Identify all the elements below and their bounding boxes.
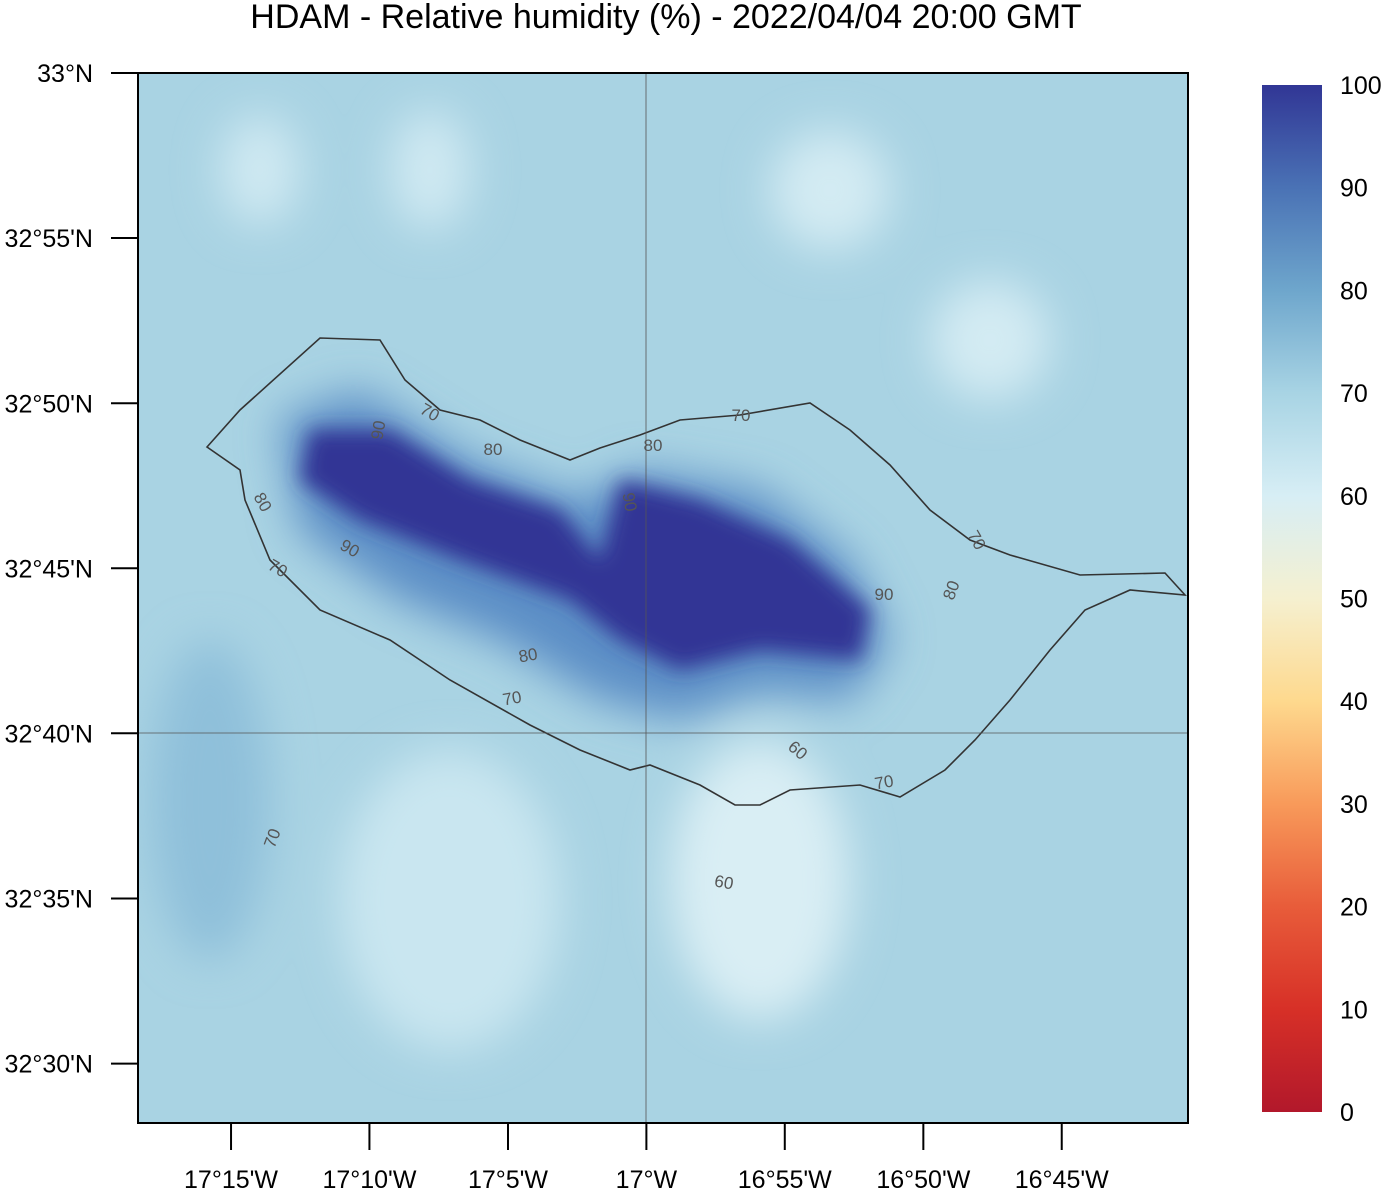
contour-label: 80 [517, 644, 539, 666]
x-tick-label: 17°5'W [468, 1166, 548, 1189]
humidity-core [300, 430, 870, 670]
y-tick-label: 32°45'N [5, 555, 93, 583]
contour-label: 90 [875, 585, 894, 604]
colorbar-tick-label: 80 [1340, 277, 1368, 305]
x-tick-label: 17°W [616, 1166, 678, 1189]
contour-label: 90 [367, 419, 389, 441]
colorbar [1262, 85, 1322, 1112]
contour-label: 90 [619, 491, 641, 513]
colorbar-tick-label: 40 [1340, 688, 1368, 716]
y-tick-label: 32°30'N [5, 1051, 93, 1079]
y-tick-label: 32°35'N [5, 886, 93, 914]
x-tick-label: 17°15'W [184, 1166, 278, 1189]
contour-label: 60 [713, 871, 735, 893]
colorbar-tick-label: 20 [1340, 894, 1368, 922]
y-tick-label: 32°40'N [5, 720, 93, 748]
colorbar-tick-label: 90 [1340, 175, 1368, 203]
y-tick-label: 32°55'N [5, 225, 93, 253]
colorbar-tick-label: 70 [1340, 380, 1368, 408]
contour-label: 70 [501, 687, 523, 709]
y-tick-label: 32°50'N [5, 390, 93, 418]
colorbar-tick-label: 100 [1340, 72, 1382, 100]
contour-label: 70 [873, 771, 895, 793]
map-field [138, 73, 1188, 1123]
y-tick-label: 33°N [37, 60, 93, 88]
x-tick-label: 17°10'W [322, 1166, 416, 1189]
colorbar-tick-label: 10 [1340, 996, 1368, 1024]
colorbar-tick-label: 60 [1340, 483, 1368, 511]
contour-label: 80 [644, 436, 663, 455]
x-tick-label: 16°50'W [876, 1166, 970, 1189]
colorbar-tick-label: 50 [1340, 586, 1368, 614]
colorbar-tick-label: 0 [1340, 1099, 1354, 1127]
map-frame [137, 72, 1189, 1124]
title: HDAM - Relative humidity (%) - 2022/04/0… [250, 0, 1081, 36]
x-tick-label: 16°55'W [738, 1166, 832, 1189]
colorbar-tick-label: 30 [1340, 791, 1368, 819]
x-tick-label: 16°45'W [1015, 1166, 1109, 1189]
contour-label: 80 [484, 440, 503, 459]
contour-label: 70 [732, 406, 751, 425]
